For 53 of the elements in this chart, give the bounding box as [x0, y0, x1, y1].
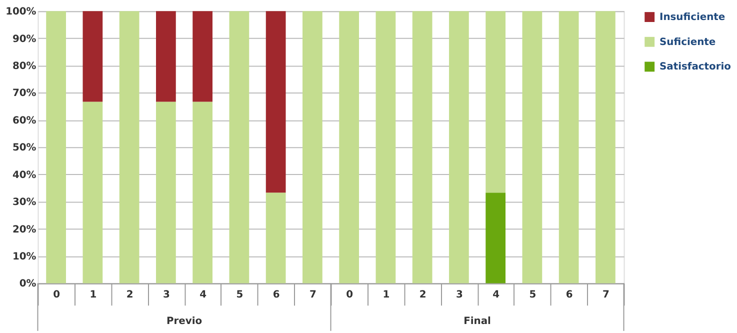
- bar: [558, 11, 579, 284]
- y-tick-label: 30%: [12, 197, 36, 208]
- bar: [46, 11, 66, 284]
- y-tick-label: 10%: [12, 251, 36, 262]
- x-tick-label: 1: [382, 290, 390, 301]
- bar: [596, 11, 616, 284]
- bar: [486, 192, 506, 284]
- y-tick-label: 80%: [12, 60, 36, 72]
- x-tick-label: 3: [456, 290, 463, 301]
- bar: [156, 11, 176, 102]
- bar: [522, 11, 542, 284]
- bar: [156, 102, 176, 284]
- x-tick-label: 1: [90, 290, 97, 301]
- bar: [266, 192, 286, 284]
- x-tick-label: 5: [236, 290, 244, 301]
- bar: [302, 11, 322, 284]
- x-tick-label: 7: [602, 290, 610, 301]
- y-tick-label: 90%: [12, 34, 36, 45]
- y-tick-label: 50%: [12, 142, 36, 154]
- y-tick-label: 60%: [12, 115, 36, 126]
- bar: [82, 102, 103, 284]
- x-tick-label: 0: [53, 290, 60, 301]
- bar: [339, 11, 359, 284]
- text: Previo: [166, 316, 202, 327]
- x-tick-label: 7: [309, 290, 316, 301]
- y-tick-label: 0%: [19, 278, 36, 290]
- legend-label: Satisfactorio: [660, 62, 732, 73]
- x-tick-label: 6: [272, 290, 280, 301]
- x-tick-label: 5: [529, 290, 536, 301]
- bar: [192, 102, 212, 284]
- x-tick-label: 6: [566, 290, 573, 301]
- bar: [486, 11, 506, 193]
- x-tick-label: 3: [162, 290, 170, 301]
- legend-label: Insuficiente: [660, 12, 726, 24]
- x-tick-label: 0: [346, 290, 354, 301]
- bar: [82, 11, 103, 102]
- legend-label: Suficiente: [660, 36, 716, 48]
- y-tick-label: 100%: [6, 6, 36, 18]
- y-tick-label: 40%: [12, 170, 36, 181]
- bar: [412, 11, 432, 284]
- y-tick-label: 70%: [12, 88, 36, 100]
- y-tick-label: 20%: [12, 224, 36, 236]
- x-tick-label: 2: [126, 290, 134, 301]
- bar: [376, 11, 396, 284]
- bar: [266, 11, 286, 193]
- bar: [119, 11, 140, 284]
- text: Final: [464, 316, 491, 327]
- bar: [192, 11, 212, 102]
- bar: [229, 11, 250, 284]
- x-tick-label: 4: [492, 290, 500, 301]
- x-tick-label: 2: [419, 290, 426, 301]
- x-tick-label: 4: [200, 290, 207, 301]
- bar: [449, 11, 469, 284]
